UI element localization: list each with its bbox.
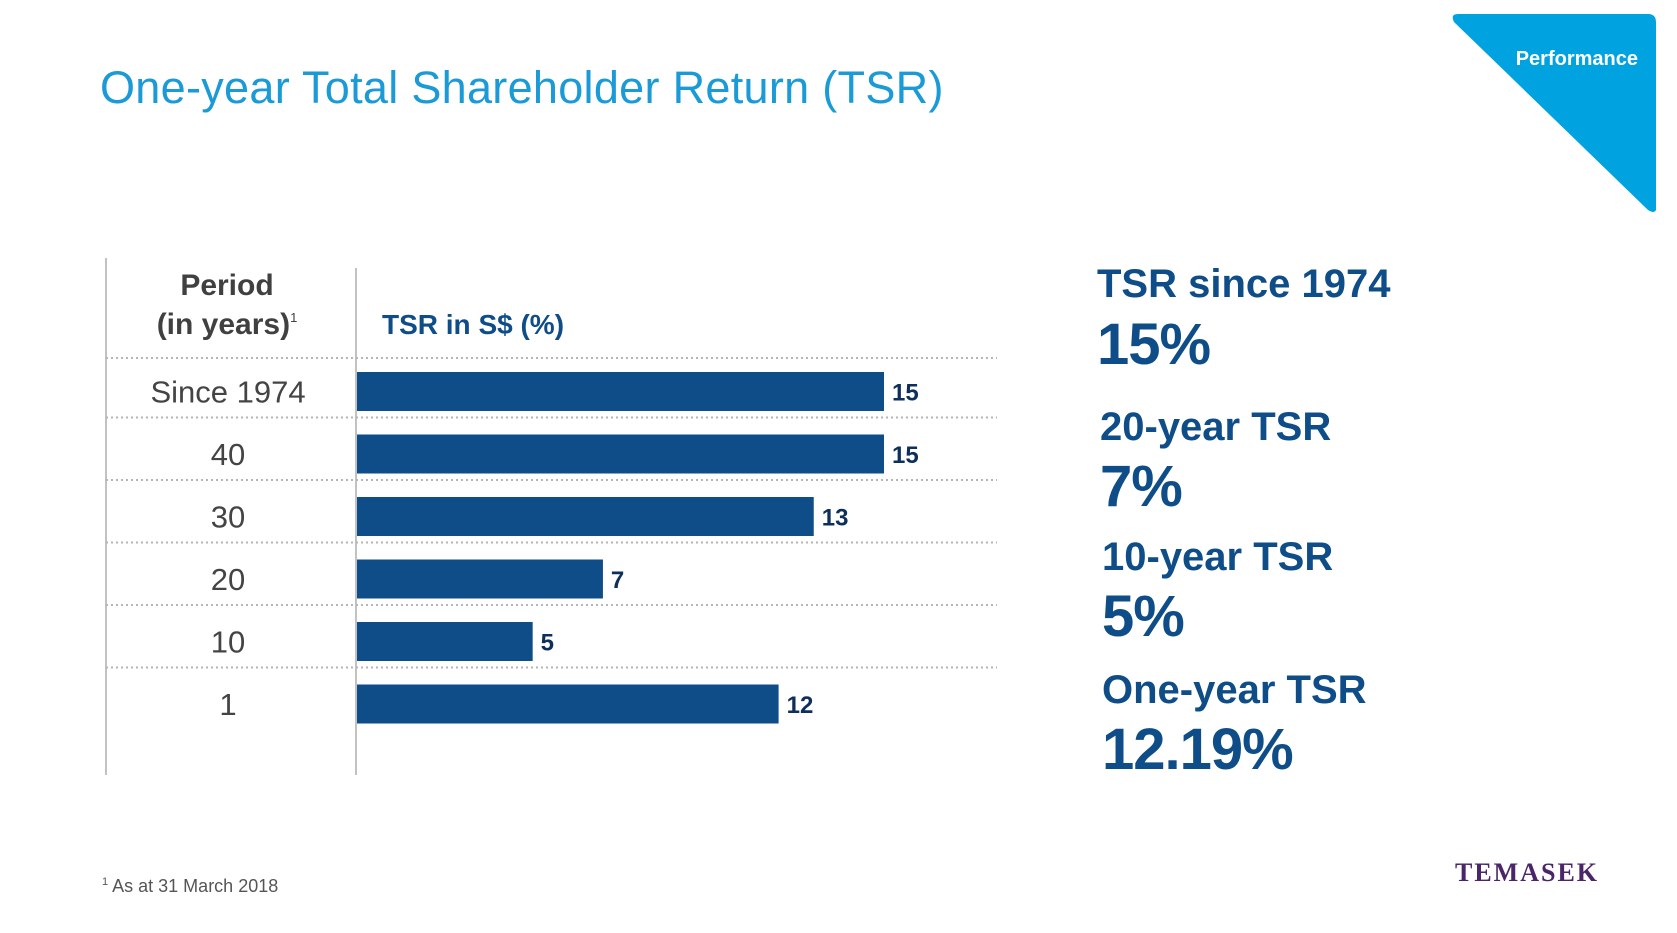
bar-value-label: 7 — [611, 567, 624, 594]
period-header-line1: Period — [180, 269, 273, 302]
performance-corner-tag: Performance — [1450, 14, 1660, 214]
tsr-bar-chart: Period (in years)1 TSR in S$ (%) Since 1… — [105, 258, 997, 775]
bar-value-label: 13 — [822, 505, 849, 532]
period-header-sup: 1 — [290, 310, 297, 325]
stat-label-10-year: 10-year TSR — [1102, 535, 1334, 579]
bars-layer: Since 1974 15 40 15 30 13 20 7 10 5 1 12 — [106, 357, 997, 724]
bar — [357, 372, 884, 411]
bar — [357, 497, 814, 536]
period-header-line2-text: (in years) — [157, 308, 290, 341]
stat-label-since-1974: TSR since 1974 — [1097, 262, 1391, 306]
period-header-line2: (in years)1 — [157, 308, 298, 341]
bar — [357, 622, 533, 661]
period-label: 1 — [219, 687, 236, 722]
corner-tag-label: Performance — [1515, 48, 1638, 70]
footnote: 1 As at 31 March 2018 — [102, 876, 278, 897]
period-label: 30 — [211, 500, 245, 535]
period-label: 40 — [211, 437, 245, 472]
period-label: 10 — [211, 625, 245, 660]
stat-value-10-year: 5% — [1102, 584, 1185, 649]
bar — [357, 559, 603, 599]
corner-triangle-shape — [1452, 14, 1656, 212]
stat-label-one-year: One-year TSR — [1102, 668, 1367, 712]
stat-value-one-year: 12.19% — [1102, 717, 1294, 782]
bar-value-label: 5 — [541, 630, 554, 657]
stat-value-since-1974: 15% — [1097, 312, 1211, 377]
bar — [357, 684, 779, 724]
bar-value-label: 15 — [892, 442, 919, 469]
bar-value-label: 15 — [892, 380, 919, 407]
temasek-logo: TEMASEK — [1455, 858, 1600, 887]
bar-value-label: 12 — [787, 692, 814, 719]
period-label: 20 — [211, 562, 245, 597]
period-label: Since 1974 — [150, 375, 305, 410]
bar — [357, 434, 884, 474]
value-axis-header: TSR in S$ (%) — [382, 309, 564, 340]
footnote-marker: 1 — [102, 876, 109, 888]
page-title: One-year Total Shareholder Return (TSR) — [100, 62, 944, 113]
stat-label-20-year: 20-year TSR — [1100, 405, 1332, 449]
stat-value-20-year: 7% — [1100, 454, 1183, 519]
footnote-text: As at 31 March 2018 — [112, 876, 279, 896]
